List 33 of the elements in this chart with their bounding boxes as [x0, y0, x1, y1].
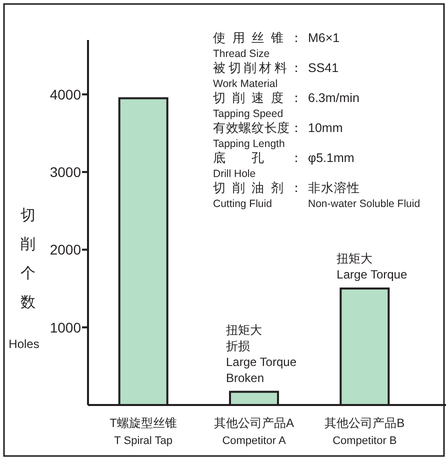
- annotation: 切削速度：: [213, 90, 303, 105]
- annotation: 非水溶性: [308, 180, 360, 195]
- annotation: Broken: [226, 370, 264, 385]
- annotation: Thread Size: [213, 48, 270, 60]
- annotation: 使用丝锥：: [213, 31, 303, 45]
- x-tick-label: 其他公司产品A Competitor A: [214, 416, 294, 447]
- y-tick-label: 1000: [50, 319, 82, 336]
- annotation: 10mm: [308, 121, 343, 135]
- y-tick-label: 4000: [50, 86, 82, 102]
- annotation: Cutting Fluid: [213, 198, 272, 210]
- annotation: Work Material: [213, 78, 278, 90]
- text: 切削个数 Holes: [8, 207, 40, 351]
- annotation: Large Torque: [226, 354, 297, 369]
- annotation: Non-water Soluble Fluid: [308, 198, 420, 210]
- annotation: Tapping Length: [213, 138, 285, 150]
- annotation: φ5.1mm: [308, 151, 354, 165]
- y-tick-label: 3000: [50, 164, 82, 180]
- annotation: 被切削材料：: [213, 61, 303, 75]
- annotation: 底孔：: [213, 151, 303, 165]
- y-tick-label: 2000: [50, 242, 82, 258]
- annotation: 扭矩大: [226, 322, 262, 337]
- annotation: 6.3m/min: [308, 91, 360, 105]
- annotation: 切削油剂：: [213, 180, 303, 195]
- annotation: Large Torque: [336, 268, 408, 282]
- annotation: 有效螺纹长度：: [213, 120, 303, 135]
- annotation: 折损: [226, 338, 250, 353]
- annotation: Tapping Speed: [213, 108, 284, 120]
- x-tick-label: T螺旋型丝锥 T Spiral Tap: [110, 416, 178, 447]
- annotation: Drill Hole: [213, 168, 256, 180]
- annotation: SS41: [308, 61, 339, 75]
- annotation: M6×1: [308, 31, 340, 45]
- x-tick-label: 其他公司产品B Competitor B: [324, 416, 405, 447]
- annotation: 扭矩大: [336, 252, 373, 266]
